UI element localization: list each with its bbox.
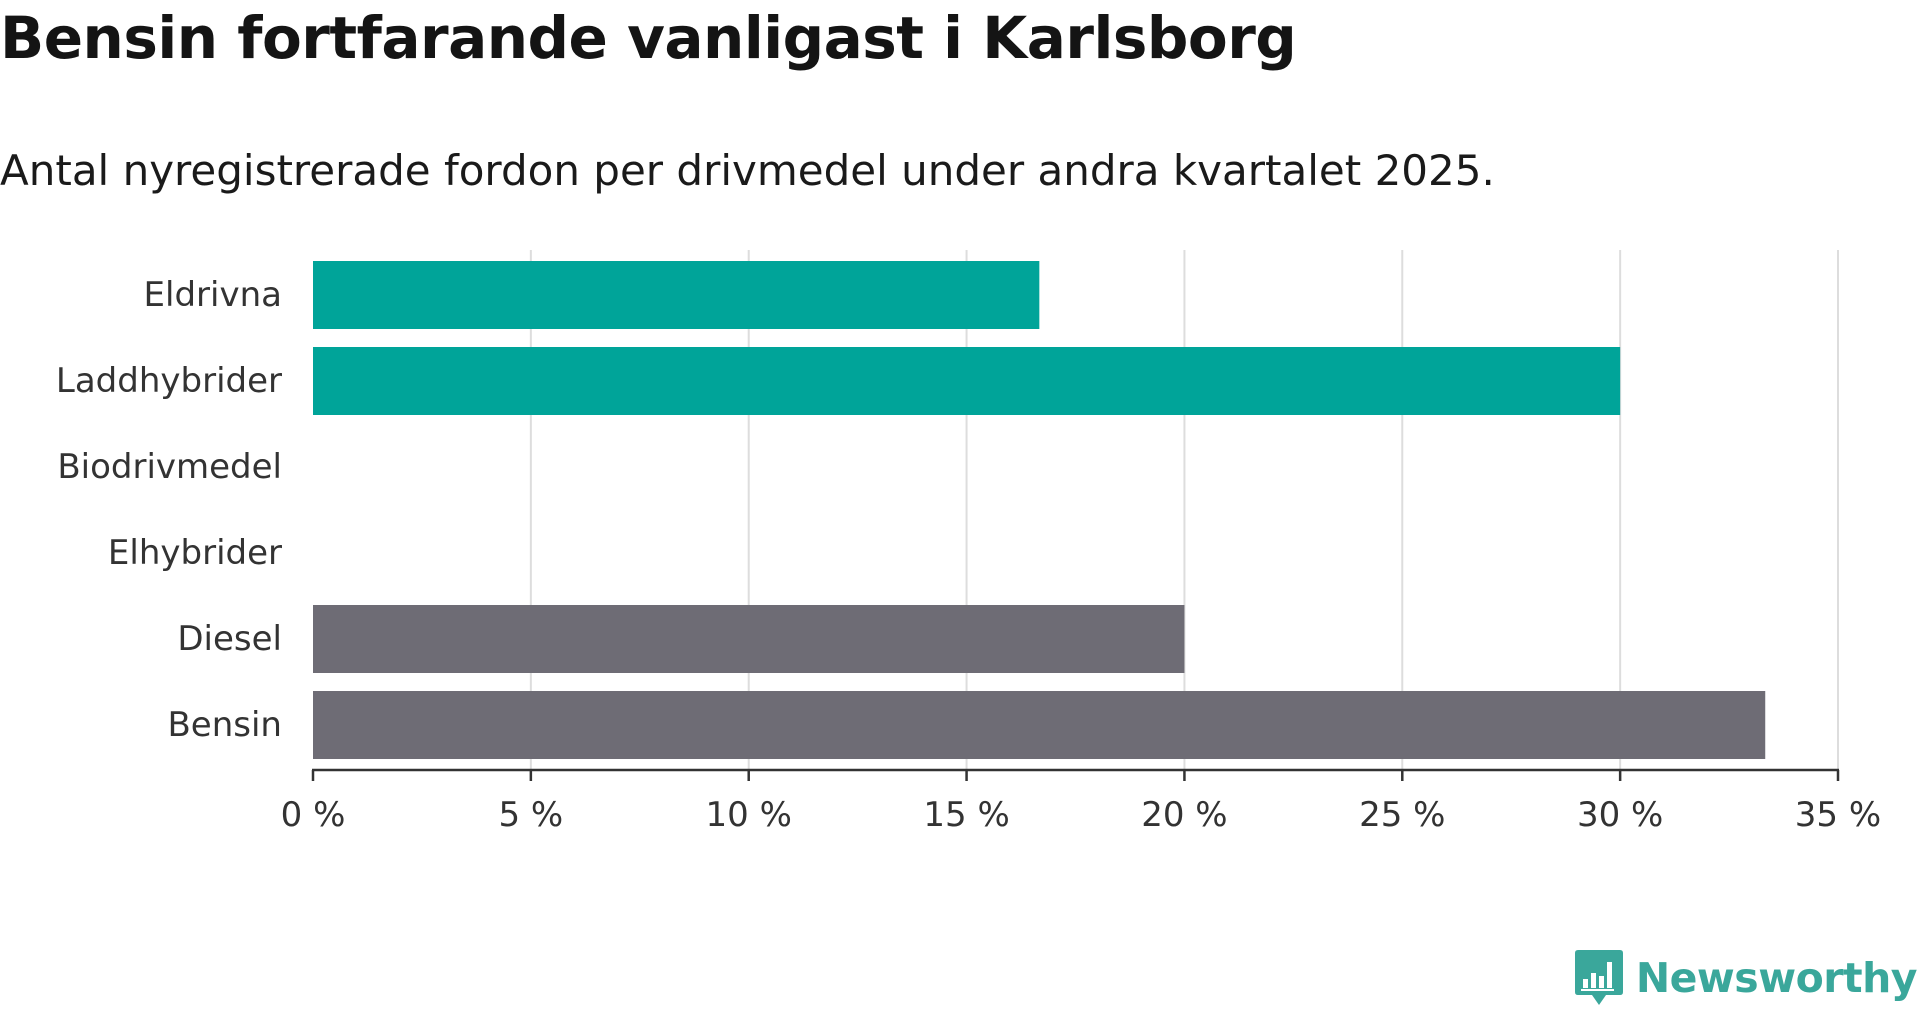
category-label: Diesel bbox=[177, 619, 282, 659]
bar-chart-speech-bubble-icon bbox=[1574, 950, 1623, 1005]
x-tick-label: 10 % bbox=[706, 795, 792, 835]
category-label: Eldrivna bbox=[144, 275, 282, 315]
x-tick-label: 5 % bbox=[498, 795, 563, 835]
newsworthy-logo: Newsworthy bbox=[1574, 948, 1918, 1008]
brand-name: Newsworthy bbox=[1635, 954, 1918, 1002]
chart-title: Bensin fortfarande vanligast i Karlsborg bbox=[0, 4, 1297, 72]
chart-subtitle: Antal nyregistrerade fordon per drivmede… bbox=[0, 146, 1495, 195]
category-label: Bensin bbox=[167, 705, 282, 745]
category-labels: Eldrivna Laddhybrider Biodrivmedel Elhybrid… bbox=[56, 275, 282, 745]
bar bbox=[313, 261, 1040, 329]
category-label: Laddhybrider bbox=[56, 361, 282, 401]
bar-chart: Eldrivna Laddhybrider Biodrivmedel Elhybrid… bbox=[56, 250, 1881, 835]
gridlines bbox=[529, 250, 1839, 770]
x-axis: 0 % 5 % 10 % 15 % 20 % 25 % 30 % 35 % bbox=[281, 768, 1881, 835]
x-tick-label: 35 % bbox=[1795, 795, 1881, 835]
category-label: Elhybrider bbox=[108, 533, 282, 573]
bar bbox=[313, 347, 1621, 415]
x-tick-label: 20 % bbox=[1141, 795, 1227, 835]
category-label: Biodrivmedel bbox=[57, 447, 282, 487]
x-tick-label: 25 % bbox=[1359, 795, 1445, 835]
bar bbox=[313, 605, 1185, 673]
bar bbox=[313, 691, 1766, 759]
x-tick-label: 15 % bbox=[923, 795, 1009, 835]
x-tick-label: 0 % bbox=[281, 795, 346, 835]
x-tick-label: 30 % bbox=[1577, 795, 1663, 835]
bars bbox=[313, 261, 1766, 759]
